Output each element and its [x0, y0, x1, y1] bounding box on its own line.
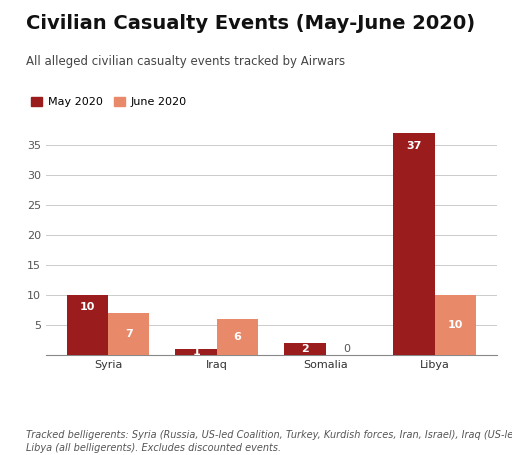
- Bar: [108, 313, 150, 355]
- Text: 7: 7: [125, 329, 133, 339]
- Text: 2: 2: [301, 344, 309, 354]
- Text: Civilian Casualty Events (May-June 2020): Civilian Casualty Events (May-June 2020): [26, 14, 475, 33]
- Text: 37: 37: [407, 141, 422, 151]
- Legend: May 2020, June 2020: May 2020, June 2020: [31, 96, 186, 107]
- Text: All alleged civilian casualty events tracked by Airwars: All alleged civilian casualty events tra…: [26, 55, 345, 68]
- Bar: [285, 343, 326, 355]
- Text: 0: 0: [343, 344, 350, 354]
- Bar: [176, 349, 217, 355]
- Text: 6: 6: [233, 332, 242, 342]
- Bar: [435, 295, 476, 355]
- Bar: [393, 133, 435, 355]
- Text: 10: 10: [79, 302, 95, 312]
- Bar: [217, 319, 258, 355]
- Text: Tracked belligerents: Syria (Russia, US-led Coalition, Turkey, Kurdish forces, I: Tracked belligerents: Syria (Russia, US-…: [26, 430, 512, 453]
- Text: 10: 10: [448, 320, 463, 330]
- Bar: [67, 295, 108, 355]
- Text: 1: 1: [193, 347, 200, 357]
